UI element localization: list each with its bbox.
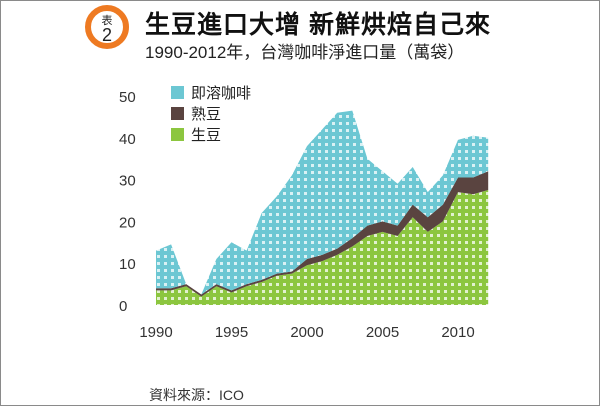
- legend-label-roasted: 熟豆: [191, 106, 221, 123]
- area-instant: [156, 110, 489, 295]
- legend-label-instant: 即溶咖啡: [191, 85, 251, 102]
- y-tick-label: 10: [119, 256, 136, 273]
- x-tick-label: 2005: [366, 324, 399, 341]
- legend-swatch-instant: [171, 86, 184, 99]
- y-tick-label: 50: [119, 89, 136, 106]
- y-tick-label: 0: [119, 298, 127, 315]
- x-tick-label: 1990: [139, 324, 172, 341]
- table-number-badge: 表 2: [85, 5, 129, 49]
- y-tick-label: 20: [119, 214, 136, 231]
- legend-label-green: 生豆: [191, 127, 221, 144]
- legend-swatch-green: [171, 128, 184, 141]
- badge-number: 2: [101, 25, 112, 45]
- source-note: 資料來源：ICO: [149, 387, 244, 403]
- area-green: [156, 190, 489, 305]
- legend-swatch-roasted: [171, 107, 184, 120]
- y-tick-label: 30: [119, 173, 136, 190]
- chart-subtitle: 1990-2012年，台灣咖啡淨進口量（萬袋）: [145, 43, 465, 62]
- x-tick-label: 2000: [290, 324, 323, 341]
- chart-title: 生豆進口大增 新鮮烘焙自己來: [145, 11, 491, 39]
- area-roasted: [156, 171, 489, 297]
- x-tick-label: 1995: [215, 324, 248, 341]
- y-tick-label: 40: [119, 131, 136, 148]
- badge-label: 表: [101, 15, 113, 27]
- x-tick-label: 2010: [441, 324, 474, 341]
